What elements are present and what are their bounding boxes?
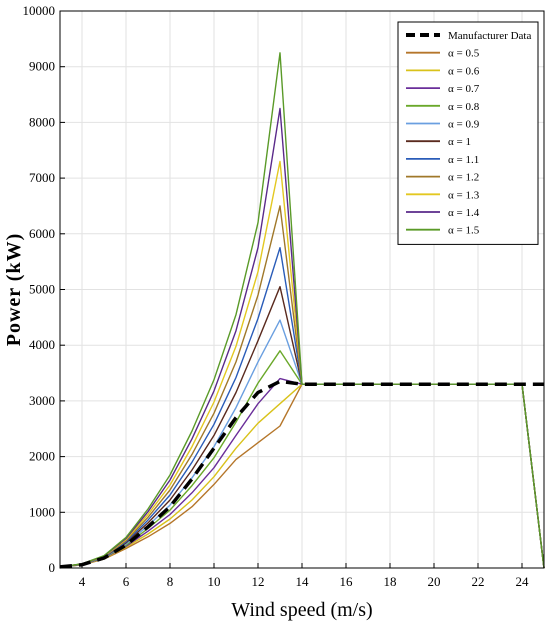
tick-labels: 4 6 8 10 12 14 16 18 20 22 24 0 1000 2000 3000 4000 5000…: [23, 3, 530, 589]
legend-label: Manufacturer Data: [448, 30, 531, 42]
series-line-manufacturer: [59, 379, 544, 569]
series-lines: [59, 52, 545, 569]
y-tick-label: 1000: [29, 504, 55, 519]
x-tick-label: 4: [79, 574, 86, 589]
y-axis-title: Power (kW): [3, 233, 25, 347]
legend-label: α = 1.2: [448, 172, 479, 184]
y-tick-label: 10000: [23, 3, 56, 18]
x-tick-label: 6: [123, 574, 130, 589]
x-tick-label: 16: [340, 574, 354, 589]
y-tick-label: 8000: [29, 114, 55, 129]
legend-box: [397, 21, 539, 245]
legend-label: α = 0.8: [448, 101, 480, 113]
legend-label: α = 1.5: [448, 225, 480, 237]
legend-label: α = 0.6: [448, 65, 480, 77]
y-tick-label: 0: [49, 560, 56, 575]
legend-label: α = 0.5: [448, 48, 480, 60]
legend-label: α = 1.3: [448, 189, 480, 201]
x-tick-label: 8: [167, 574, 174, 589]
legend-label: α = 1: [448, 136, 471, 148]
x-tick-label: 22: [472, 574, 485, 589]
y-tick-label: 5000: [29, 282, 55, 297]
legend-label: α = 1.1: [448, 154, 479, 166]
x-tick-label: 14: [296, 574, 310, 589]
legend-label: α = 0.9: [448, 119, 480, 131]
x-tick-label: 10: [208, 574, 221, 589]
y-tick-label: 4000: [29, 337, 55, 352]
legend: Manufacturer Data α = 0.5 α = 0.6 α = 0.7 α …: [397, 21, 539, 245]
legend-label: α = 1.4: [448, 207, 480, 219]
x-tick-label: 18: [384, 574, 397, 589]
y-tick-label: 6000: [29, 226, 55, 241]
x-axis-title: Wind speed (m/s): [231, 599, 372, 621]
y-tick-label: 7000: [29, 170, 55, 185]
y-tick-label: 9000: [29, 59, 55, 74]
x-tick-label: 24: [516, 574, 530, 589]
x-tick-label: 12: [252, 574, 265, 589]
x-tick-label: 20: [428, 574, 441, 589]
legend-label: α = 0.7: [448, 83, 480, 95]
y-tick-label: 2000: [29, 449, 55, 464]
y-tick-label: 3000: [29, 393, 55, 408]
